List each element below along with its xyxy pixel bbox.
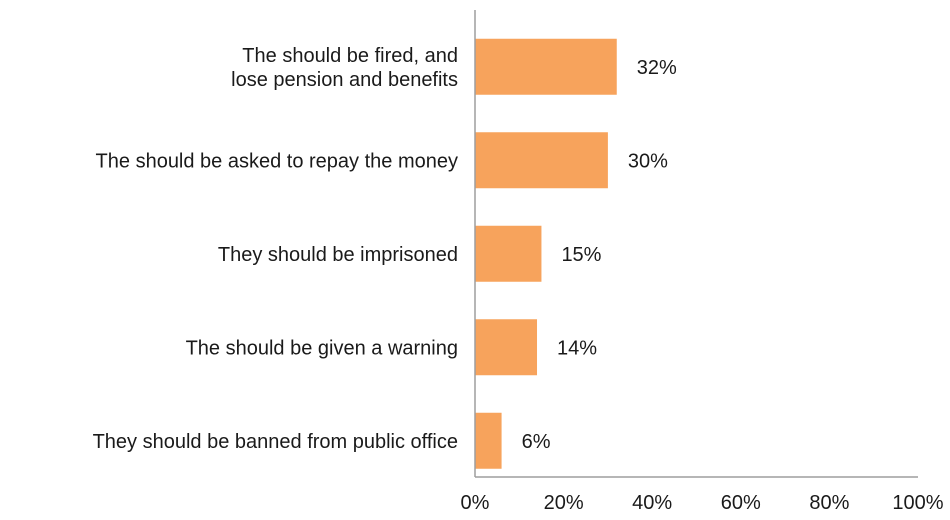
category-labels: The should be fired, and lose pension and… — [93, 45, 458, 453]
x-tick-label-1: 20% — [544, 492, 584, 514]
category-label-3: The should be given a warning — [186, 337, 458, 359]
category-label-1: The should be asked to repay the money — [96, 150, 458, 172]
category-label-0-line-0: The should be fired, and — [242, 45, 458, 67]
value-labels: 32% 30% 15% 14% 6% — [522, 57, 677, 453]
category-label-0: The should be fired, and lose pension and… — [231, 45, 458, 91]
category-label-3-line-0: The should be given a warning — [186, 337, 458, 359]
category-label-0-line-1: lose pension and benefits — [231, 69, 458, 91]
bars-group — [475, 38, 617, 469]
category-label-2-line-0: They should be imprisoned — [218, 244, 458, 266]
x-tick-label-5: 100% — [892, 492, 943, 514]
x-tick-labels: 0% 20% 40% 60% 80% 100% — [461, 492, 944, 514]
value-label-0: 32% — [637, 57, 677, 79]
x-tick-label-3: 60% — [721, 492, 761, 514]
category-label-4-line-0: They should be banned from public office — [93, 431, 458, 453]
bar-4 — [475, 412, 502, 469]
bar-0 — [475, 38, 617, 95]
value-label-4: 6% — [522, 431, 551, 453]
x-tick-label-0: 0% — [461, 492, 490, 514]
bar-3 — [475, 319, 538, 376]
bar-1 — [475, 132, 608, 189]
value-label-2: 15% — [561, 244, 601, 266]
category-label-1-line-0: The should be asked to repay the money — [96, 150, 458, 172]
value-label-3: 14% — [557, 337, 597, 359]
x-tick-label-2: 40% — [632, 492, 672, 514]
x-tick-label-4: 80% — [809, 492, 849, 514]
axes — [474, 10, 918, 478]
value-label-1: 30% — [628, 150, 668, 172]
category-label-2: They should be imprisoned — [218, 244, 458, 266]
bar-2 — [475, 225, 542, 282]
category-label-4: They should be banned from public office — [93, 431, 458, 453]
